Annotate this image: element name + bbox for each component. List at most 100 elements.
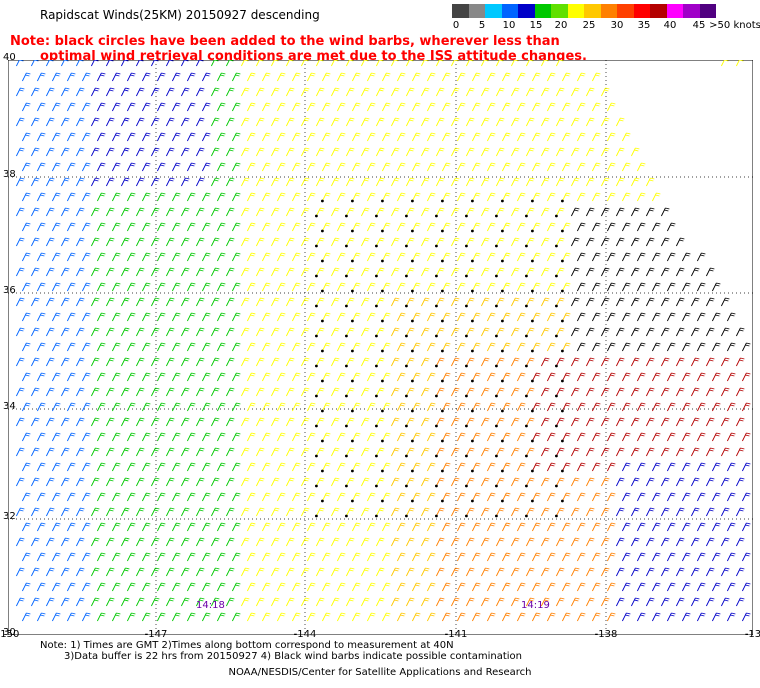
wind-barb — [156, 102, 166, 112]
wind-barb — [201, 612, 211, 622]
wind-barb — [651, 612, 661, 622]
wind-barb — [741, 432, 751, 442]
contamination-marker — [345, 334, 348, 338]
wind-barb — [171, 372, 181, 382]
wind-barb — [525, 297, 535, 307]
wind-barb — [486, 552, 496, 562]
wind-barb — [120, 447, 130, 457]
wind-barb — [405, 117, 415, 127]
wind-barb — [405, 177, 415, 187]
wind-barb — [126, 492, 136, 502]
wind-barb — [516, 252, 526, 262]
contamination-marker — [321, 319, 324, 323]
wind-barb — [246, 222, 256, 232]
contamination-marker — [525, 244, 528, 248]
wind-barb — [711, 282, 721, 292]
wind-barb — [420, 417, 430, 427]
wind-barb — [501, 402, 511, 412]
wind-barb — [480, 297, 490, 307]
scale-swatch — [567, 4, 584, 18]
wind-barb — [375, 387, 385, 397]
wind-barb — [51, 162, 61, 172]
wind-barb — [735, 387, 745, 397]
wind-barb — [201, 492, 211, 502]
wind-barb — [96, 582, 106, 592]
wind-barb — [495, 447, 505, 457]
wind-barb — [345, 297, 355, 307]
contamination-marker — [525, 364, 528, 368]
wind-barb — [180, 267, 190, 277]
wind-barb — [441, 312, 451, 322]
wind-barb — [690, 537, 700, 547]
wind-barb — [510, 327, 520, 337]
wind-barb — [261, 522, 271, 532]
wind-barb — [465, 507, 475, 517]
wind-barb — [261, 612, 271, 622]
contamination-marker — [555, 394, 558, 398]
wind-barb — [15, 567, 25, 577]
wind-barb — [456, 162, 466, 172]
wind-barb — [231, 132, 241, 142]
wind-barb — [270, 447, 280, 457]
wind-barb — [660, 387, 670, 397]
wind-barb — [435, 357, 445, 367]
wind-barb — [165, 297, 175, 307]
wind-barb — [261, 492, 271, 502]
wind-barb — [726, 552, 736, 562]
wind-barb — [15, 147, 25, 157]
contamination-marker — [321, 229, 324, 233]
wind-barb — [456, 102, 466, 112]
wind-barb — [585, 117, 595, 127]
wind-barb — [270, 267, 280, 277]
wind-barb — [426, 432, 436, 442]
wind-barb — [615, 357, 625, 367]
wind-barb — [540, 387, 550, 397]
wind-barb — [501, 432, 511, 442]
wind-barb — [600, 567, 610, 577]
wind-barb — [690, 507, 700, 517]
wind-barb — [141, 402, 151, 412]
wind-barb — [711, 342, 721, 352]
wind-barb — [126, 192, 136, 202]
wind-barb — [426, 222, 436, 232]
wind-barb — [15, 327, 25, 337]
scale-label: 20 — [554, 20, 568, 31]
wind-barb — [366, 522, 376, 532]
wind-barb — [681, 462, 691, 472]
wind-barb — [615, 387, 625, 397]
contamination-marker — [321, 349, 324, 353]
wind-barb — [555, 477, 565, 487]
wind-barb — [546, 252, 556, 262]
wind-barb — [630, 267, 640, 277]
contamination-marker — [561, 319, 564, 323]
wind-barb — [711, 612, 721, 622]
wind-barb — [90, 297, 100, 307]
wind-barb — [96, 312, 106, 322]
wind-barb — [546, 612, 556, 622]
wind-barb — [495, 537, 505, 547]
wind-barb — [315, 207, 325, 217]
wind-barb — [651, 342, 661, 352]
scale-label: 30 — [610, 20, 624, 31]
wind-barb — [291, 222, 301, 232]
contamination-marker — [411, 439, 414, 443]
contamination-marker — [375, 424, 378, 428]
wind-barb — [411, 192, 421, 202]
wind-barb — [531, 462, 541, 472]
wind-barb — [576, 342, 586, 352]
wind-barb — [375, 60, 384, 67]
wind-barb — [231, 192, 241, 202]
wind-barb — [690, 417, 700, 427]
wind-barb — [615, 507, 625, 517]
wind-barb — [141, 252, 151, 262]
contamination-marker — [321, 379, 324, 383]
wind-barb — [600, 417, 610, 427]
wind-barb — [15, 507, 25, 517]
wind-barb — [471, 552, 481, 562]
contamination-marker — [315, 394, 318, 398]
wind-barb — [420, 117, 430, 127]
wind-barb — [606, 612, 616, 622]
wind-barb — [255, 147, 265, 157]
wind-barb — [540, 237, 550, 247]
wind-barb — [705, 387, 715, 397]
